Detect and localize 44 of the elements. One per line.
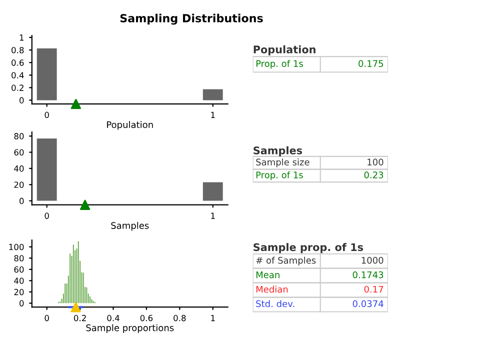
y-tick-label: 0.2 <box>12 84 24 91</box>
category-label: Mean <box>256 271 280 278</box>
x-axis-title: Sample proportions <box>86 324 174 333</box>
y-tick-label: 80 <box>14 133 24 140</box>
text: 0.23 <box>364 171 384 178</box>
y-tick-label: 100 <box>9 244 24 250</box>
y-tick-label: 20 <box>14 288 24 296</box>
text: Population <box>254 45 316 56</box>
y-tick-label: 80 <box>14 255 24 262</box>
text: 0.1743 <box>352 271 384 278</box>
x-axis-title: Population <box>107 121 153 130</box>
text: Sample prop. of 1s <box>254 243 364 254</box>
text: 0.17 <box>364 286 384 293</box>
text: Samples <box>254 146 302 156</box>
category-label: Std. dev. <box>256 300 294 308</box>
y-tick-label: 0 <box>20 300 24 306</box>
y-tick-label: 60 <box>14 266 24 273</box>
x-tick-label: 0 <box>44 314 49 322</box>
x-tick-label: 0.6 <box>140 314 153 322</box>
y-tick-label: 40 <box>14 165 24 172</box>
category-label: Prop. of 1s <box>256 60 303 69</box>
text: 1000 <box>362 256 384 264</box>
y-tick-label: 0.4 <box>12 72 24 78</box>
x-tick-label: 0.2 <box>74 314 86 322</box>
y-tick-label: 0.6 <box>12 60 24 66</box>
y-tick-label: 0 <box>20 198 24 204</box>
x-axis-title: Samples <box>111 222 149 231</box>
x-tick-label: 0.4 <box>107 314 120 322</box>
category-label: Median <box>256 286 288 293</box>
y-tick-label: 0 <box>20 97 24 104</box>
y-tick-label: 20 <box>14 182 24 188</box>
y-tick-label: 40 <box>14 278 24 284</box>
y-tick-label: 1 <box>20 34 24 41</box>
x-tick-label: 0.8 <box>174 314 186 322</box>
text: 0.175 <box>358 60 384 67</box>
text: 0.0374 <box>352 300 384 308</box>
category-label: # of Samples <box>256 256 316 266</box>
text: 100 <box>368 158 384 166</box>
chart-title: Sampling Distributions <box>120 14 263 25</box>
y-tick-label: 60 <box>14 149 24 156</box>
category-label: Sample size <box>256 158 310 168</box>
category-label: Prop. of 1s <box>256 171 303 180</box>
x-tick-label: 1 <box>211 315 215 322</box>
y-tick-label: 0.8 <box>12 46 24 54</box>
